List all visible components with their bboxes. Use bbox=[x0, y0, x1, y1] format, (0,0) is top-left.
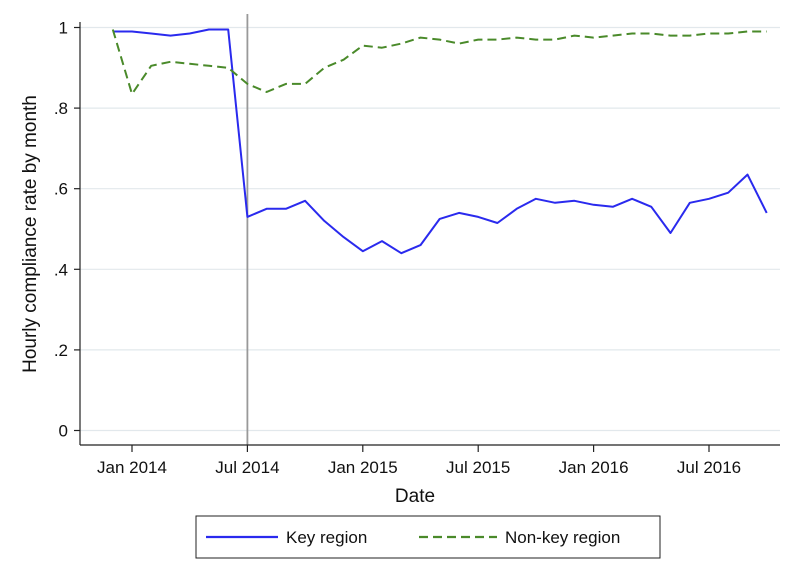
data-point bbox=[593, 37, 595, 39]
data-point bbox=[708, 33, 710, 35]
y-tick-label: .6 bbox=[54, 180, 68, 199]
x-tick-label: Jan 2015 bbox=[328, 458, 398, 477]
data-point bbox=[420, 244, 422, 246]
y-tick-label: 1 bbox=[59, 19, 68, 38]
x-tick-label: Jul 2016 bbox=[677, 458, 741, 477]
data-point bbox=[170, 61, 172, 63]
data-point bbox=[497, 222, 499, 224]
data-point bbox=[727, 33, 729, 35]
data-point bbox=[343, 59, 345, 61]
data-point bbox=[651, 206, 653, 208]
data-point bbox=[670, 35, 672, 37]
gridlines bbox=[80, 14, 780, 445]
y-tick-label: .4 bbox=[54, 260, 68, 279]
data-point bbox=[208, 65, 210, 67]
legend-label-non-key-region: Non-key region bbox=[505, 528, 620, 547]
data-point bbox=[689, 35, 691, 37]
data-point bbox=[747, 174, 749, 176]
data-point bbox=[574, 35, 576, 37]
data-point bbox=[304, 200, 306, 202]
data-point bbox=[766, 212, 768, 214]
data-point bbox=[362, 45, 364, 47]
data-point bbox=[227, 67, 229, 69]
data-point bbox=[612, 35, 614, 37]
data-point bbox=[477, 39, 479, 41]
data-point bbox=[574, 200, 576, 202]
data-point bbox=[150, 33, 152, 35]
data-point bbox=[766, 31, 768, 33]
series bbox=[111, 28, 768, 255]
data-point bbox=[266, 208, 268, 210]
legend: Key region Non-key region bbox=[195, 515, 661, 559]
data-point bbox=[324, 67, 326, 69]
data-point bbox=[439, 218, 441, 220]
data-point bbox=[227, 29, 229, 31]
y-tick-label: .2 bbox=[54, 341, 68, 360]
data-point bbox=[554, 39, 556, 41]
data-point bbox=[651, 33, 653, 35]
data-point bbox=[516, 208, 518, 210]
data-point bbox=[401, 43, 403, 45]
data-point bbox=[170, 35, 172, 37]
data-point bbox=[420, 37, 422, 39]
data-point bbox=[189, 63, 191, 65]
data-point bbox=[535, 198, 537, 200]
data-point bbox=[631, 198, 633, 200]
data-point bbox=[247, 83, 249, 85]
data-point bbox=[362, 250, 364, 252]
data-point bbox=[535, 39, 537, 41]
data-point bbox=[458, 43, 460, 45]
data-point bbox=[747, 31, 749, 33]
data-point bbox=[401, 252, 403, 254]
data-point bbox=[304, 83, 306, 85]
data-point bbox=[477, 216, 479, 218]
data-point bbox=[516, 37, 518, 39]
data-point bbox=[285, 83, 287, 85]
data-point bbox=[112, 29, 114, 31]
data-point bbox=[708, 198, 710, 200]
data-point bbox=[285, 208, 287, 210]
data-point bbox=[343, 236, 345, 238]
data-point bbox=[497, 39, 499, 41]
data-point bbox=[381, 240, 383, 242]
x-tick-label: Jul 2015 bbox=[446, 458, 510, 477]
data-point bbox=[247, 216, 249, 218]
data-point bbox=[631, 33, 633, 35]
y-axis-ticks: 0 .2 .4 .6 .8 1 bbox=[54, 19, 80, 441]
data-point bbox=[689, 202, 691, 204]
data-point bbox=[458, 212, 460, 214]
legend-label-key-region: Key region bbox=[286, 528, 367, 547]
data-point bbox=[554, 202, 556, 204]
data-point bbox=[593, 204, 595, 206]
axes bbox=[79, 22, 780, 446]
data-point bbox=[208, 29, 210, 31]
x-axis-ticks: Jan 2014 Jul 2014 Jan 2015 Jul 2015 Jan 2016… bbox=[97, 445, 741, 477]
y-tick-label: 0 bbox=[59, 422, 68, 441]
series-line-key-region bbox=[112, 28, 768, 255]
data-point bbox=[150, 65, 152, 67]
data-point bbox=[727, 192, 729, 194]
x-axis-title: Date bbox=[395, 486, 435, 507]
data-point bbox=[189, 33, 191, 35]
x-tick-label: Jul 2014 bbox=[215, 458, 279, 477]
data-point bbox=[381, 47, 383, 49]
y-axis-title: Hourly compliance rate by month bbox=[20, 95, 41, 373]
data-point bbox=[266, 91, 268, 93]
data-point bbox=[131, 93, 133, 95]
data-point bbox=[131, 31, 133, 33]
x-tick-label: Jan 2016 bbox=[559, 458, 629, 477]
data-point bbox=[612, 206, 614, 208]
data-point bbox=[439, 39, 441, 41]
y-tick-label: .8 bbox=[54, 99, 68, 118]
data-point bbox=[670, 232, 672, 234]
data-point bbox=[324, 220, 326, 222]
x-tick-label: Jan 2014 bbox=[97, 458, 167, 477]
series-line-non-key-region bbox=[111, 29, 767, 95]
